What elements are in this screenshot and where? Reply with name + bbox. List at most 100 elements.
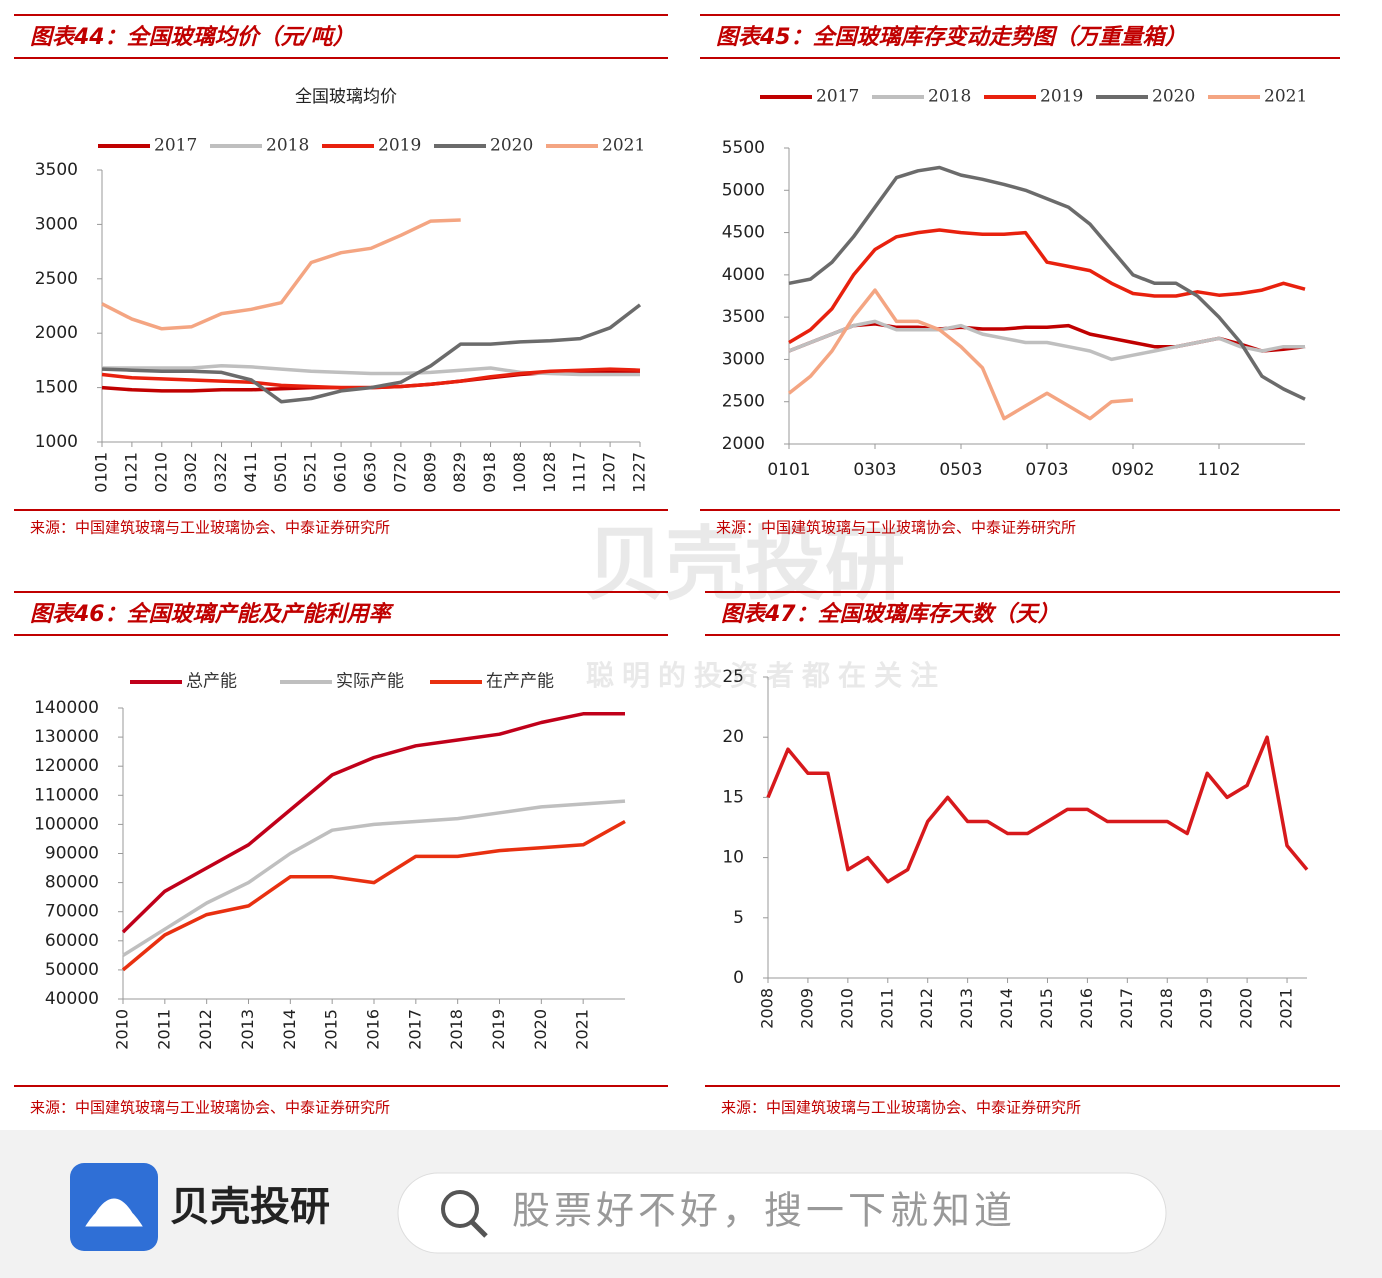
x-tick-label: 2014 [997,988,1016,1029]
series-line [788,165,1306,401]
y-tick-label: 5 [733,908,744,928]
x-tick-label: 2011 [877,988,896,1029]
footer-brand: 贝壳投研 [170,1184,330,1230]
x-tick-label: 2019 [489,1009,508,1050]
y-tick-label: 100000 [34,814,99,834]
y-tick-label: 25 [722,667,744,687]
chart-title: 图表45：全国玻璃库存变动走势图（万重量箱） [716,24,1187,50]
x-tick-label: 2008 [758,988,777,1029]
y-tick-label: 0 [733,968,744,988]
y-tick-label: 2500 [35,269,78,289]
x-tick-label: 0918 [480,452,499,493]
x-tick-label: 1207 [600,452,619,493]
y-tick-label: 3500 [722,307,765,327]
search-box[interactable] [397,1172,1167,1254]
x-tick-label: 2012 [917,988,936,1029]
search-icon [441,1190,479,1228]
y-tick-label: 15 [722,787,744,807]
chart-subtitle: 全国玻璃均价 [295,87,397,107]
chart-source: 来源：中国建筑玻璃与工业玻璃协会、中泰证券研究所 [716,519,1076,537]
search-icon-handle [470,1220,488,1238]
x-tick-label: 2017 [405,1009,424,1050]
x-tick-label: 0521 [301,452,320,493]
watermark-slogan: 聪明的投资者都在关注 [586,659,946,692]
x-tick-label: 2014 [280,1009,299,1050]
series-line [788,319,1305,362]
x-tick-label: 2013 [238,1009,257,1050]
x-tick-label: 1008 [510,452,529,493]
x-tick-label: 0121 [121,452,140,493]
chart-source: 来源：中国建筑玻璃与工业玻璃协会、中泰证券研究所 [30,519,390,537]
watermark-brand: 贝壳投研 [585,518,905,611]
y-tick-label: 1500 [35,378,78,398]
x-tick-label: 2018 [447,1009,466,1050]
y-tick-label: 90000 [45,844,99,864]
y-tick-label: 110000 [34,785,99,805]
x-tick-label: 0501 [271,452,290,493]
x-tick-label: 2015 [1037,988,1056,1029]
legend-label: 2019 [1040,87,1083,107]
x-tick-label: 2012 [196,1009,215,1050]
series-line [101,303,642,404]
legend-label: 2020 [490,136,533,156]
x-tick-label: 0610 [331,452,350,493]
legend-label: 在产产能 [486,672,554,692]
logo-icon [85,1198,143,1227]
x-tick-label: 1227 [630,452,649,493]
y-tick-label: 5500 [722,138,765,158]
y-tick-label: 3500 [35,160,78,180]
x-tick-label: 2016 [1077,988,1096,1029]
x-tick-label: 0411 [241,452,260,493]
y-tick-label: 70000 [45,902,99,922]
legend-label: 2020 [1152,87,1195,107]
x-tick-label: 2021 [1277,988,1296,1029]
legend-label: 总产能 [186,672,237,692]
legend-label: 2017 [154,136,197,156]
y-tick-label: 2000 [722,434,765,454]
y-tick-label: 5000 [722,180,765,200]
y-tick-label: 50000 [45,960,99,980]
series-line [101,218,461,331]
chart-source: 来源：中国建筑玻璃与工业玻璃协会、中泰证券研究所 [721,1099,1081,1117]
search-placeholder: 股票好不好，搜一下就知道 [512,1189,1016,1233]
x-tick-label: 0303 [853,460,896,480]
y-tick-label: 140000 [34,698,99,718]
x-tick-label: 0630 [361,452,380,493]
x-tick-label: 1117 [570,452,589,493]
x-tick-label: 2010 [837,988,856,1029]
x-tick-label: 2016 [364,1009,383,1050]
series-line [766,735,1309,884]
y-tick-label: 40000 [45,989,99,1009]
x-tick-label: 0503 [939,460,982,480]
y-tick-label: 2500 [722,392,765,412]
legend-label: 2018 [266,136,309,156]
x-tick-label: 2020 [531,1009,550,1050]
x-tick-label: 0302 [181,452,200,493]
y-tick-label: 20 [722,727,744,747]
y-tick-label: 4500 [722,223,765,243]
x-tick-label: 2017 [1117,988,1136,1029]
y-tick-label: 3000 [722,349,765,369]
x-tick-label: 2015 [322,1009,341,1050]
x-tick-label: 0101 [767,460,810,480]
series-line [102,364,640,377]
y-tick-label: 60000 [45,931,99,951]
series-line [788,228,1306,345]
x-tick-label: 2020 [1237,988,1256,1029]
x-tick-label: 2018 [1157,988,1176,1029]
series-line [121,819,626,972]
legend-label: 2017 [816,87,859,107]
y-tick-label: 80000 [45,873,99,893]
x-tick-label: 0101 [92,452,111,493]
x-tick-label: 2009 [797,988,816,1029]
x-tick-label: 1102 [1197,460,1240,480]
chart-title: 图表47：全国玻璃库存天数（天） [721,601,1060,627]
x-tick-label: 0902 [1111,460,1154,480]
legend-label: 实际产能 [336,672,404,692]
series-line [787,288,1134,421]
x-tick-label: 2019 [1197,988,1216,1029]
x-tick-label: 0720 [390,452,409,493]
y-tick-label: 130000 [34,727,99,747]
chart-source: 来源：中国建筑玻璃与工业玻璃协会、中泰证券研究所 [30,1099,390,1117]
